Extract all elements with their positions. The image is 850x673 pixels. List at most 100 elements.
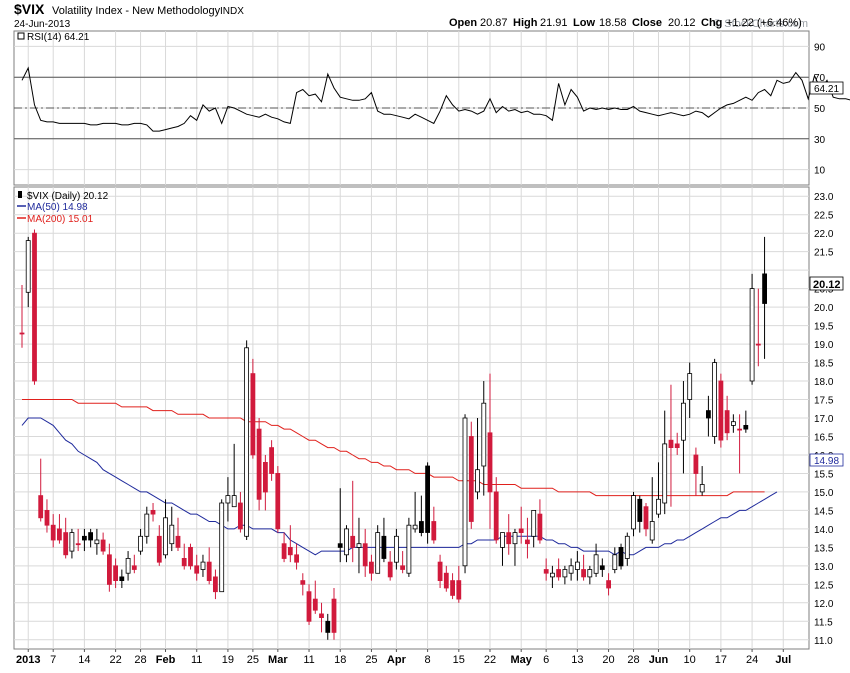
x-tick-label: 24 xyxy=(746,654,758,666)
x-tick-label: 25 xyxy=(247,654,259,666)
candle xyxy=(506,514,512,555)
candle-body xyxy=(656,498,661,515)
x-tick-label: 14 xyxy=(78,654,90,666)
candle xyxy=(231,443,237,508)
candle xyxy=(637,495,643,533)
candle-body xyxy=(562,569,568,578)
candle xyxy=(150,503,156,522)
candle-body xyxy=(693,454,699,474)
candle-body xyxy=(113,565,118,581)
candle xyxy=(737,414,742,474)
candle xyxy=(244,340,250,540)
quote-low-label: Low xyxy=(573,17,595,29)
candle-body xyxy=(381,535,387,559)
ma50-series xyxy=(21,417,778,556)
candle-body xyxy=(125,558,131,574)
candle-body xyxy=(624,535,630,559)
x-tick-label: Mar xyxy=(268,654,288,666)
price-tick-label: 18.0 xyxy=(814,377,834,388)
candle xyxy=(175,517,181,552)
candle-body xyxy=(550,572,555,578)
legend-candle-marker xyxy=(18,191,22,198)
candle-body xyxy=(25,240,31,293)
candle-body xyxy=(256,428,262,500)
candle-body xyxy=(468,436,474,522)
candle xyxy=(319,602,324,633)
candle-body xyxy=(487,432,493,493)
candle xyxy=(100,532,106,555)
candle-body xyxy=(556,569,561,578)
rsi-series xyxy=(21,66,850,132)
candle-body xyxy=(169,524,175,545)
x-tick-label: Jun xyxy=(649,654,669,666)
rsi-tick-label: 30 xyxy=(814,135,826,146)
candle xyxy=(624,532,630,566)
exchange-label: INDX xyxy=(220,6,244,17)
candle xyxy=(75,528,81,552)
candle xyxy=(44,499,50,533)
legend-item-ma50: MA(50) 14.98 xyxy=(17,202,88,213)
candle xyxy=(156,525,162,566)
candle-body xyxy=(131,565,137,570)
candle-body xyxy=(206,561,212,581)
candle-body xyxy=(200,561,206,570)
candle-body xyxy=(531,509,537,537)
candle-body xyxy=(237,502,243,530)
candle xyxy=(587,565,593,585)
candle xyxy=(368,554,374,581)
candle-body xyxy=(431,521,437,541)
candle-body xyxy=(287,547,293,556)
candle xyxy=(38,458,44,522)
candle xyxy=(731,414,736,433)
candle xyxy=(743,410,749,433)
ma50-last-value-tag: 14.98 xyxy=(809,453,844,467)
candle xyxy=(450,573,456,600)
candle xyxy=(687,362,693,418)
rsi-tick-label: 90 xyxy=(814,42,826,53)
quote-close-label: Close xyxy=(632,17,662,29)
candle xyxy=(269,440,275,481)
candle xyxy=(200,554,206,577)
candle xyxy=(212,569,218,600)
candle-body xyxy=(188,547,193,567)
candle xyxy=(512,528,518,566)
candle-body xyxy=(337,543,343,548)
candle-body xyxy=(300,580,306,585)
x-tick-label: 19 xyxy=(222,654,234,666)
x-tick-label: 15 xyxy=(453,654,465,666)
candle xyxy=(300,573,306,596)
x-tick-label: 11 xyxy=(191,654,202,666)
candle-body xyxy=(749,288,755,382)
candle-body xyxy=(606,580,611,589)
candle-body xyxy=(568,565,574,574)
candle-body xyxy=(250,373,256,456)
candle xyxy=(500,532,505,566)
candle xyxy=(643,503,649,537)
candle xyxy=(113,558,118,589)
candle-body xyxy=(368,561,374,574)
candle-body xyxy=(94,539,100,545)
price-tick-label: 20.0 xyxy=(814,303,834,314)
candle xyxy=(481,381,487,496)
ma50-line xyxy=(21,417,778,556)
candle-body xyxy=(649,521,655,541)
rsi-guide-lines xyxy=(14,76,809,140)
quote-bar: Open 20.87 High 21.91 Low 18.58 Close 20… xyxy=(449,17,802,29)
candle xyxy=(656,462,661,518)
candle-body xyxy=(325,620,331,633)
candle-body xyxy=(362,543,368,567)
candle xyxy=(581,554,586,581)
candle xyxy=(443,565,449,592)
candle-body xyxy=(194,565,200,574)
candle-body xyxy=(687,373,693,400)
candle xyxy=(749,273,755,385)
candle xyxy=(537,499,543,544)
x-tick-label: 18 xyxy=(334,654,346,666)
candle xyxy=(144,506,150,544)
candle xyxy=(525,517,530,559)
candle xyxy=(356,517,362,574)
candle xyxy=(662,410,668,515)
candle xyxy=(412,491,418,533)
candle-body xyxy=(762,273,767,304)
